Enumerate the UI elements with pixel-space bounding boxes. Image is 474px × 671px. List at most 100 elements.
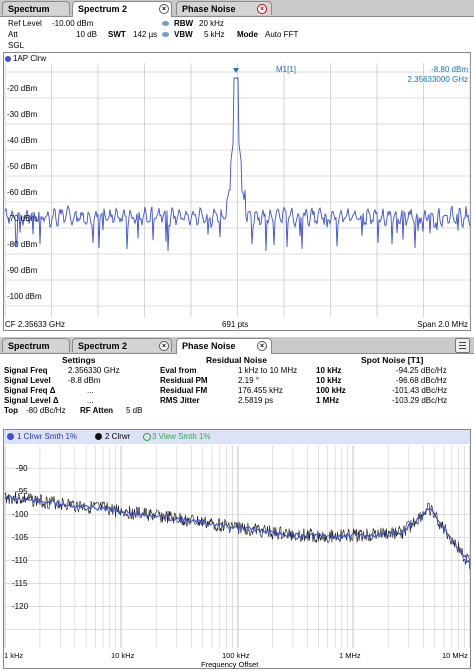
y-tick-label: -40 dBm (7, 136, 38, 145)
spot-label: 10 kHz (316, 376, 342, 385)
y-tick-label: -20 dBm (7, 84, 38, 93)
spectrum-window (3, 52, 471, 331)
close-icon[interactable]: × (159, 4, 169, 14)
spot-value: -101.43 dBc/Hz (392, 386, 448, 395)
spectrum-trace (4, 77, 471, 252)
menu-icon[interactable] (455, 338, 470, 353)
close-icon[interactable]: × (257, 341, 267, 351)
y-tick-label: -30 dBm (7, 110, 38, 119)
settings-label: Signal Freq (4, 366, 48, 375)
residual-label: RMS Jitter (160, 396, 200, 405)
swt-value: 142 µs (133, 30, 158, 39)
tab-label: Spectrum 2 (78, 341, 128, 351)
spot-noise-title: Spot Noise [T1] (361, 355, 424, 365)
residual-label: Residual FM (160, 386, 208, 395)
tab-label: Phase Noise (182, 341, 236, 351)
y-tick-label: -90 (16, 464, 28, 473)
swt-label: SWT (108, 30, 126, 39)
mode-value: Auto FFT (265, 30, 299, 39)
vbw-value: 5 kHz (204, 30, 225, 39)
sgl-indicator: SGL (8, 41, 25, 50)
settings-label: Signal Level (4, 376, 51, 385)
settings-value: ... (87, 386, 94, 395)
marker-name: M1[1] (276, 65, 297, 74)
tab-label: Spectrum 2 (78, 4, 128, 14)
residual-value: 1 kHz to 10 MHz (238, 366, 298, 375)
trace-3-icon (143, 433, 151, 441)
settings-value: -8.8 dBm (68, 376, 101, 385)
top-label: Top (4, 406, 19, 415)
trace-1-icon (7, 433, 14, 440)
x-axis-label: Frequency Offset (201, 660, 259, 669)
spot-label: 100 kHz (316, 386, 346, 395)
tab-spectrum[interactable]: Spectrum (2, 338, 70, 352)
trace-1-line (4, 494, 471, 566)
x-tick-label: 1 MHz (339, 651, 361, 660)
close-icon[interactable]: × (159, 341, 169, 351)
y-tick-label: -100 (12, 510, 29, 519)
tab-spectrum-2[interactable]: Spectrum 2 × (72, 338, 172, 352)
center-frequency: CF 2.35633 GHz (5, 320, 66, 329)
y-tick-label: -60 dBm (7, 188, 38, 197)
residual-label: Eval from (160, 366, 197, 375)
residual-label: Residual PM (160, 376, 208, 385)
trace-2-label[interactable]: 2 Clrwr (105, 432, 131, 441)
y-tick-label: -70 dBm (7, 214, 38, 223)
tab-phase-noise[interactable]: Phase Noise × (176, 1, 272, 15)
att-value: 10 dB (76, 30, 97, 39)
y-tick-label: -90 dBm (7, 266, 38, 275)
trace-label: 1AP Clrw (5, 53, 46, 64)
y-tick-label: -100 dBm (7, 292, 42, 301)
spot-value: -96.68 dBc/Hz (396, 376, 447, 385)
settings-title: Settings (62, 355, 96, 365)
settings-value: ... (87, 396, 94, 405)
top-value: -80 dBc/Hz (26, 406, 66, 415)
vbw-label: VBW (174, 30, 193, 39)
trace-label-text: 1AP Clrw (13, 54, 47, 63)
mode-label: Mode (237, 30, 258, 39)
rbw-label: RBW (174, 19, 194, 28)
att-label: Att (8, 30, 18, 39)
marker-level: -8.80 dBm (431, 65, 468, 74)
residual-value: 2.19 ° (238, 376, 259, 385)
y-tick-label: -50 dBm (7, 162, 38, 171)
settings-value: 2.356330 GHz (68, 366, 120, 375)
rf-atten-value: 5 dB (126, 406, 143, 415)
y-tick-label: -105 (12, 533, 29, 542)
y-tick-label: -120 (12, 602, 29, 611)
tab-phase-noise[interactable]: Phase Noise × (176, 338, 272, 354)
rf-atten-label: RF Atten (80, 406, 114, 415)
trace-1-icon (5, 55, 11, 62)
y-tick-label: -80 dBm (7, 240, 38, 249)
rbw-coupled-icon (162, 21, 169, 26)
phase-noise-legend: 1 Clrwr Smth 1% 2 Clrwr 3 View Smth 1% (4, 430, 470, 444)
tab-label: Spectrum (8, 341, 50, 351)
tab-spectrum[interactable]: Spectrum (2, 1, 70, 15)
x-tick-label: 10 MHz (442, 651, 468, 660)
residual-value: 176.455 kHz (238, 386, 283, 395)
y-tick-label: -110 (12, 556, 28, 565)
tab-label: Spectrum (8, 4, 50, 14)
x-tick-label: 1 kHz (4, 651, 24, 660)
spot-value: -103.29 dBc/Hz (392, 396, 448, 405)
tab-spectrum-2[interactable]: Spectrum 2 × (72, 1, 172, 17)
rbw-value: 20 kHz (199, 19, 224, 28)
residual-value: 2.5819 ps (238, 396, 274, 405)
close-icon[interactable]: × (257, 4, 267, 14)
marker-frequency: 2.35633000 GHz (407, 75, 469, 84)
settings-label: Signal Level Δ (4, 396, 59, 405)
sweep-points: 691 pts (222, 320, 249, 329)
trace-3-label[interactable]: 3 View Smth 1% (152, 432, 211, 441)
ref-level-value: -10.00 dBm (52, 19, 94, 28)
x-tick-label: 10 kHz (111, 651, 135, 660)
y-tick-label: -95 (16, 487, 28, 496)
trace-1-label[interactable]: 1 Clrwr Smth 1% (17, 432, 78, 441)
spot-label: 1 MHz (316, 396, 340, 405)
residual-noise-title: Residual Noise (206, 355, 267, 365)
bottom-tab-bar: Spectrum Spectrum 2 × Phase Noise × (0, 337, 474, 354)
trace-2-icon (95, 433, 102, 440)
phase-noise-window (3, 429, 471, 669)
span: Span 2.0 MHz (417, 320, 468, 329)
